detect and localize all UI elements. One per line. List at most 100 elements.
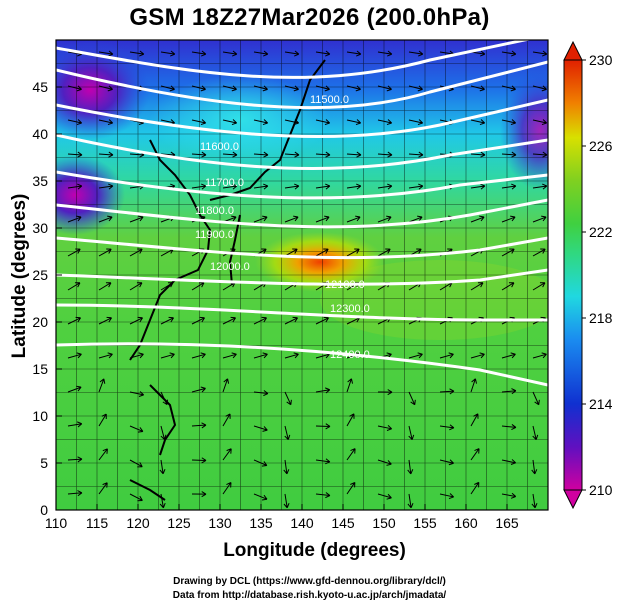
wind-arrow (284, 85, 299, 92)
wind-arrow (346, 448, 356, 461)
wind-arrow (346, 85, 361, 92)
wind-arrow (284, 215, 299, 223)
wind-arrow (439, 493, 455, 500)
wind-arrow (315, 458, 331, 465)
wind-arrow (315, 50, 331, 57)
wind-arrow (532, 119, 548, 126)
wind-arrow (98, 413, 107, 427)
wind-arrow (346, 481, 356, 495)
wind-arrow (129, 50, 145, 57)
wind-arrow (67, 456, 83, 463)
wind-arrow (191, 491, 207, 498)
colorbar-tick-label: 230 (589, 52, 613, 68)
wind-arrow (67, 85, 82, 92)
wind-arrow (191, 183, 207, 190)
wind-arrows (67, 50, 548, 509)
wind-arrow (501, 388, 517, 395)
wind-arrow (315, 215, 330, 223)
wind-arrow (315, 423, 331, 430)
wind-arrow (98, 215, 113, 223)
colorbar-tick-label: 214 (589, 396, 613, 412)
wind-arrow (532, 183, 548, 190)
wind-arrow (67, 183, 83, 190)
wind-arrow (284, 151, 300, 158)
colorbar-tick-label: 222 (589, 224, 613, 240)
x-tick-label: 120 (126, 515, 150, 531)
wind-arrow (191, 85, 206, 92)
wind-arrow (98, 352, 113, 359)
x-tick-label: 145 (331, 515, 355, 531)
wind-arrow (377, 425, 393, 431)
wind-arrow (346, 50, 362, 57)
wind-arrow (129, 282, 143, 291)
wind-arrow (501, 215, 516, 223)
wind-arrow (253, 50, 269, 57)
wind-arrow (470, 413, 479, 427)
colorbar: 230 226 222 218 214 210 (563, 40, 613, 510)
wind-arrow (532, 215, 547, 223)
y-tick-label: 45 (32, 79, 48, 95)
wind-arrow (439, 352, 454, 359)
height-contours (56, 40, 548, 387)
y-tick-label: 20 (32, 314, 48, 330)
wind-arrow (222, 448, 232, 461)
contour-label: 12100.0 (325, 279, 365, 291)
wind-arrow (98, 85, 113, 92)
wind-arrow (98, 448, 108, 461)
wind-arrow (501, 352, 516, 359)
wind-arrow (283, 493, 290, 509)
wind-arrow (253, 493, 268, 501)
wind-arrow (407, 459, 414, 475)
wind-arrow (501, 151, 517, 158)
wind-arrow (346, 119, 362, 126)
wind-arrow (159, 493, 166, 509)
wind-arrow (253, 425, 268, 432)
wind-arrow (67, 352, 82, 359)
wind-arrow (284, 119, 300, 126)
x-tick-label: 155 (413, 515, 437, 531)
wind-arrow (222, 413, 231, 427)
wind-arrow (98, 316, 112, 325)
wind-arrow (531, 459, 538, 475)
wind-arrow (532, 391, 540, 406)
wind-arrow (377, 389, 393, 396)
wind-arrow (408, 151, 424, 158)
wind-arrow (284, 352, 299, 359)
wind-arrow (501, 183, 517, 190)
wind-arrow (470, 50, 486, 57)
wind-arrow (160, 352, 175, 359)
x-tick-label: 140 (290, 515, 314, 531)
wind-arrow (98, 50, 114, 57)
wind-arrow (191, 50, 207, 57)
x-tick-label: 160 (454, 515, 478, 531)
wind-arrow (160, 282, 174, 291)
wind-arrow (283, 459, 290, 475)
wind-arrow (470, 352, 485, 359)
wind-arrow (501, 119, 517, 126)
x-tick-label: 165 (495, 515, 519, 531)
wind-arrow (67, 248, 81, 257)
wind-arrow (346, 378, 354, 393)
contour-label: 11500.0 (310, 94, 349, 106)
wind-arrow (470, 183, 486, 190)
wind-arrow (315, 151, 331, 158)
y-tick-label: 40 (32, 126, 48, 142)
wind-arrow (129, 493, 143, 502)
wind-arrow (129, 391, 145, 397)
wind-arrow (253, 119, 269, 126)
wind-arrow (191, 282, 205, 291)
wind-arrow (222, 352, 237, 359)
wind-arrow (408, 215, 423, 223)
wind-arrow (532, 282, 546, 291)
wind-arrow (253, 459, 268, 467)
contour-label-group: 11500.0 11600.0 11700.0 11800.0 11900.0 12000… (195, 94, 370, 361)
wind-arrow (532, 425, 539, 440)
wind-arrow (408, 425, 415, 440)
wind-arrow (67, 385, 82, 393)
wind-arrow (253, 390, 269, 397)
wind-arrow (67, 421, 83, 428)
contour-label: 11900.0 (195, 229, 234, 241)
wind-arrow (377, 493, 392, 500)
contour-label: 12400.0 (330, 349, 370, 361)
